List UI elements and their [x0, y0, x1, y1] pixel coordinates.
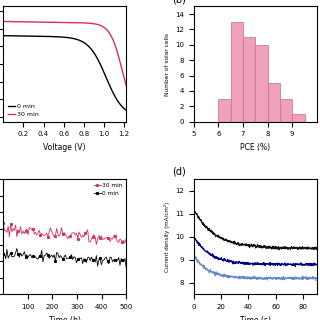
0 min [31, 254, 35, 258]
0 min [119, 257, 123, 260]
Bar [292, 114, 305, 122]
0 min [1, 252, 5, 256]
0 min [69, 36, 73, 40]
30 min [62, 20, 66, 24]
Text: (d): (d) [172, 167, 185, 177]
30 min [30, 228, 34, 232]
0 min [62, 35, 66, 39]
Legend: 30 min, 0 min: 30 min, 0 min [93, 182, 123, 196]
0 min [1, 34, 5, 37]
30 min [75, 231, 78, 235]
30 min [94, 243, 98, 246]
30 min [124, 237, 128, 241]
Text: (b): (b) [172, 0, 186, 4]
Y-axis label: Current density (mA/cm²): Current density (mA/cm²) [164, 202, 170, 272]
Line: 0 min: 0 min [3, 36, 129, 112]
Bar [268, 83, 280, 122]
Bar [219, 99, 231, 122]
30 min [119, 238, 123, 242]
0 min [76, 38, 80, 42]
Line: 0 min: 0 min [2, 248, 127, 268]
0 min [61, 35, 65, 39]
30 min [25, 227, 29, 231]
0 min [127, 110, 131, 114]
0 min [15, 247, 19, 251]
0 min [76, 257, 80, 261]
0 min [124, 265, 128, 269]
Legend: 0 min, 30 min: 0 min, 30 min [6, 102, 40, 118]
Bar [280, 99, 292, 122]
30 min [1, 20, 5, 23]
X-axis label: Time (s): Time (s) [240, 316, 271, 320]
X-axis label: PCE (%): PCE (%) [240, 143, 270, 152]
30 min [105, 28, 108, 31]
Line: 30 min: 30 min [3, 21, 129, 95]
0 min [105, 76, 108, 80]
Line: 30 min: 30 min [2, 222, 127, 245]
Y-axis label: Number of solar cells: Number of solar cells [164, 33, 170, 95]
Bar [231, 22, 243, 122]
X-axis label: Voltage (V): Voltage (V) [44, 143, 86, 152]
Bar [255, 45, 268, 122]
Bar [243, 37, 255, 122]
30 min [1, 221, 5, 225]
0 min [116, 259, 119, 262]
0 min [66, 257, 70, 260]
30 min [127, 93, 131, 97]
X-axis label: Time (h): Time (h) [49, 316, 81, 320]
0 min [26, 255, 30, 259]
30 min [61, 20, 65, 24]
30 min [69, 21, 73, 25]
30 min [124, 84, 128, 87]
30 min [116, 239, 119, 243]
0 min [124, 108, 128, 112]
30 min [76, 21, 80, 25]
30 min [65, 234, 68, 238]
